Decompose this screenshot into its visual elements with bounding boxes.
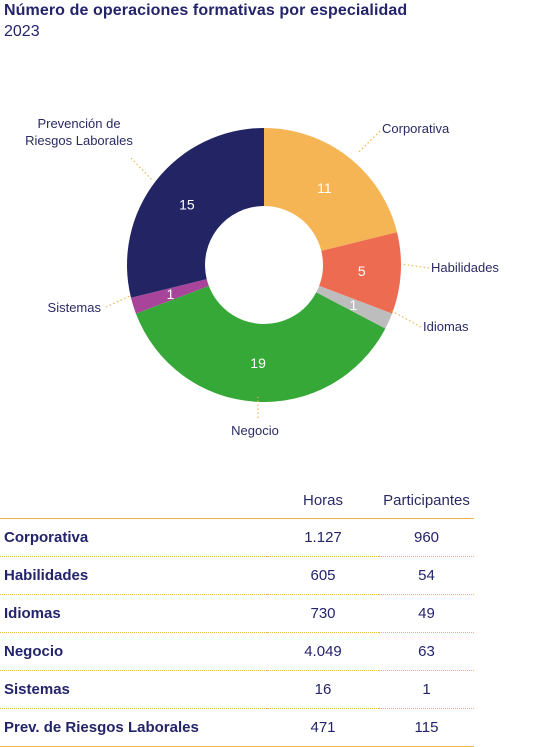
row-horas: 730 [267,594,379,633]
row-participantes: 115 [379,708,474,747]
category-label: Corporativa [382,121,450,136]
table-row: Sistemas 16 1 [0,670,474,709]
row-horas: 1.127 [267,518,379,557]
table-header-category [0,482,267,519]
table-header-horas: Horas [267,482,379,519]
donut-slice [130,279,209,314]
table-header-participantes: Participantes [379,482,474,519]
row-participantes: 63 [379,632,474,671]
leader-line [130,157,153,181]
table-row: Habilidades 605 54 [0,556,474,595]
slice-value-label: 15 [179,197,195,213]
row-label: Negocio [0,632,267,671]
row-horas: 471 [267,708,379,747]
donut-slice [319,232,401,314]
row-label: Prev. de Riesgos Laborales [0,708,267,747]
leader-line [105,294,133,308]
table-row: Prev. de Riesgos Laborales 471 115 [0,708,474,747]
donut-chart: 11 Corporativa 5 Habilidades 1 Idiomas 19 Negoc… [25,116,499,438]
row-participantes: 1 [379,670,474,709]
category-label: Sistemas [48,300,102,315]
table-header-row: Horas Participantes [0,482,474,519]
row-horas: 4.049 [267,632,379,671]
leader-line [400,263,430,269]
donut-slice [126,128,264,298]
slice-value-label: 1 [167,286,175,302]
table-row: Negocio 4.049 63 [0,632,474,671]
data-table: Horas Participantes Corporativa 1.127 96… [0,482,474,747]
category-label: Prevención de [37,116,120,131]
chart-subtitle: 2023 [4,23,40,40]
row-label: Idiomas [0,594,267,633]
category-label: Habilidades [431,260,499,275]
row-label: Sistemas [0,670,267,709]
slice-value-label: 19 [250,355,266,371]
donut-slice [316,285,393,329]
category-label: Riesgos Laborales [25,133,133,148]
row-horas: 16 [267,670,379,709]
table-row: Corporativa 1.127 960 [0,518,474,557]
row-label: Habilidades [0,556,267,595]
row-participantes: 49 [379,594,474,633]
slice-value-label: 1 [349,297,357,313]
slice-value-label: 11 [317,180,332,196]
slice-value-label: 5 [358,263,366,279]
category-label: Idiomas [423,319,469,334]
row-label: Corporativa [0,518,267,557]
table-row: Idiomas 730 49 [0,594,474,633]
donut-slice [264,128,398,251]
donut-slice [135,285,386,402]
row-participantes: 54 [379,556,474,595]
row-horas: 605 [267,556,379,595]
category-label: Negocio [231,423,279,438]
leader-line [389,309,422,328]
leader-line [357,130,381,154]
row-participantes: 960 [379,518,474,557]
chart-title: Número de operaciones formativas por esp… [4,2,408,19]
